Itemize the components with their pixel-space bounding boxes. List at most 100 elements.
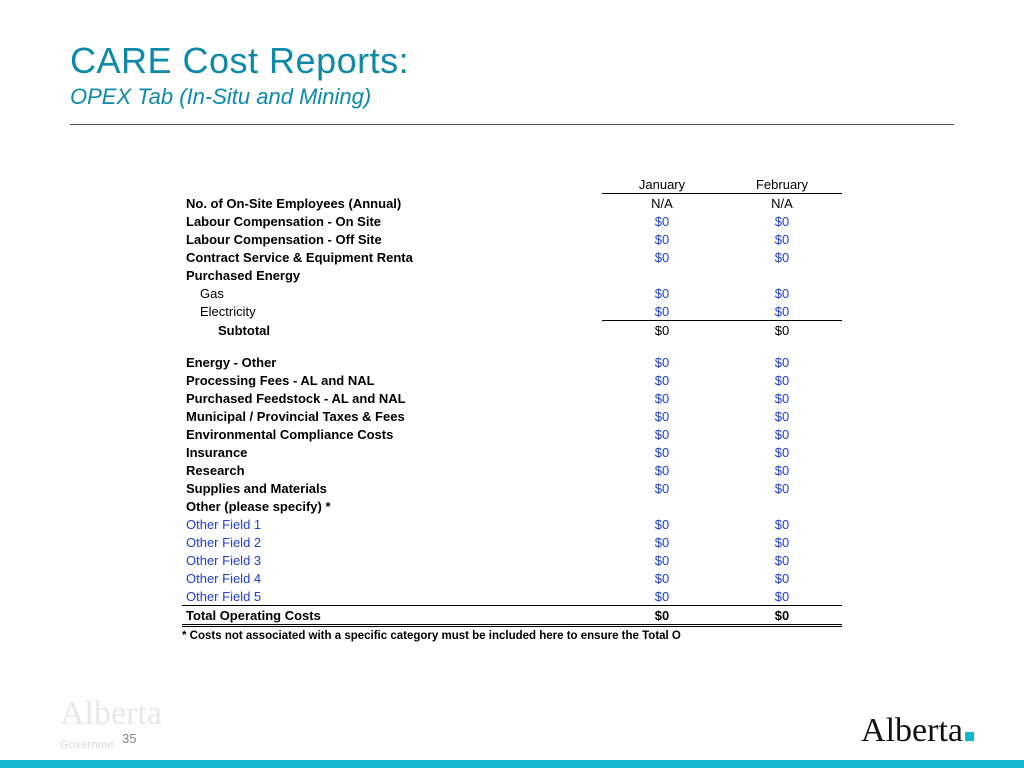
table-row: Energy - Other$0$0: [182, 353, 842, 371]
cell-jan: $0: [602, 212, 722, 230]
cell-jan: $0: [602, 461, 722, 479]
row-label: Municipal / Provincial Taxes & Fees: [182, 407, 602, 425]
cell-jan: $0: [602, 389, 722, 407]
table-row: Environmental Compliance Costs$0$0: [182, 425, 842, 443]
cell-feb: [722, 266, 842, 284]
cell-jan: [602, 339, 722, 353]
cell-jan: $0: [602, 587, 722, 606]
slide-subtitle: OPEX Tab (In-Situ and Mining): [70, 84, 954, 110]
cell-feb: $0: [722, 212, 842, 230]
table-row: Processing Fees - AL and NAL$0$0: [182, 371, 842, 389]
cell-jan: $0: [602, 569, 722, 587]
cell-feb: $0: [722, 569, 842, 587]
cell-feb: $0: [722, 230, 842, 248]
col-header-jan: January: [602, 175, 722, 194]
row-label: Labour Compensation - Off Site: [182, 230, 602, 248]
table-row: Research$0$0: [182, 461, 842, 479]
table-row: [182, 339, 842, 353]
cell-jan: $0: [602, 533, 722, 551]
cell-feb: $0: [722, 302, 842, 321]
cell-feb: $0: [722, 551, 842, 569]
table-row: Labour Compensation - Off Site$0$0: [182, 230, 842, 248]
cell-feb: $0: [722, 248, 842, 266]
cell-feb: $0: [722, 353, 842, 371]
cell-jan: N/A: [602, 194, 722, 213]
cell-feb: $0: [722, 407, 842, 425]
table-row: Purchased Energy: [182, 266, 842, 284]
row-label: Total Operating Costs: [182, 606, 602, 626]
cell-jan: $0: [602, 479, 722, 497]
table-footnote: * Costs not associated with a specific c…: [182, 630, 842, 642]
table-row: Other Field 3$0$0: [182, 551, 842, 569]
cell-jan: $0: [602, 230, 722, 248]
header-rule: [70, 124, 954, 125]
table-row: Municipal / Provincial Taxes & Fees$0$0: [182, 407, 842, 425]
opex-table-container: January February No. of On-Site Employee…: [182, 175, 842, 642]
cell-jan: [602, 497, 722, 515]
cell-feb: [722, 497, 842, 515]
page-number: 35: [122, 731, 136, 746]
cell-feb: $0: [722, 389, 842, 407]
row-label: Subtotal: [182, 321, 602, 340]
row-label: Research: [182, 461, 602, 479]
cell-feb: $0: [722, 443, 842, 461]
row-label: Labour Compensation - On Site: [182, 212, 602, 230]
cell-feb: $0: [722, 461, 842, 479]
table-row: Other (please specify) *: [182, 497, 842, 515]
table-row: Purchased Feedstock - AL and NAL$0$0: [182, 389, 842, 407]
row-label: Supplies and Materials: [182, 479, 602, 497]
row-label: Other Field 3: [182, 551, 602, 569]
table-row: Other Field 5$0$0: [182, 587, 842, 606]
cell-feb: $0: [722, 587, 842, 606]
row-label: Purchased Energy: [182, 266, 602, 284]
col-header-feb: February: [722, 175, 842, 194]
cell-jan: [602, 266, 722, 284]
cell-jan: $0: [602, 321, 722, 340]
logo-square-icon: [965, 732, 974, 741]
cell-jan: $0: [602, 551, 722, 569]
table-row: Other Field 1$0$0: [182, 515, 842, 533]
row-label: Other (please specify) *: [182, 497, 602, 515]
table-row: Supplies and Materials$0$0: [182, 479, 842, 497]
row-label: Purchased Feedstock - AL and NAL: [182, 389, 602, 407]
alberta-gov-logo-watermark: Alberta Governme: [60, 702, 162, 750]
cell-feb: $0: [722, 284, 842, 302]
cell-feb: $0: [722, 479, 842, 497]
cell-feb: $0: [722, 425, 842, 443]
cell-jan: $0: [602, 425, 722, 443]
cell-jan: $0: [602, 443, 722, 461]
row-label: [182, 339, 602, 353]
cell-jan: $0: [602, 353, 722, 371]
row-label: Environmental Compliance Costs: [182, 425, 602, 443]
table-row: Other Field 4$0$0: [182, 569, 842, 587]
row-label: Insurance: [182, 443, 602, 461]
cell-jan: $0: [602, 284, 722, 302]
table-row: Insurance$0$0: [182, 443, 842, 461]
cell-feb: $0: [722, 533, 842, 551]
row-label: Other Field 1: [182, 515, 602, 533]
table-header-row: January February: [182, 175, 842, 194]
cell-jan: $0: [602, 515, 722, 533]
slide-title: CARE Cost Reports:: [70, 40, 954, 82]
row-label: Contract Service & Equipment Renta: [182, 248, 602, 266]
opex-table: January February No. of On-Site Employee…: [182, 175, 842, 627]
table-row: Electricity$0$0: [182, 302, 842, 321]
row-label: Gas: [182, 284, 602, 302]
cell-feb: N/A: [722, 194, 842, 213]
table-row: Subtotal$0$0: [182, 321, 842, 340]
cell-feb: $0: [722, 606, 842, 626]
table-row: Gas$0$0: [182, 284, 842, 302]
cell-jan: $0: [602, 248, 722, 266]
cell-jan: $0: [602, 407, 722, 425]
alberta-logo: Alberta: [861, 712, 974, 750]
slide-header: CARE Cost Reports: OPEX Tab (In-Situ and…: [0, 0, 1024, 118]
row-label: Processing Fees - AL and NAL: [182, 371, 602, 389]
table-row: Total Operating Costs$0$0: [182, 606, 842, 626]
table-row: No. of On-Site Employees (Annual)N/AN/A: [182, 194, 842, 213]
row-label: Electricity: [182, 302, 602, 321]
row-label: Energy - Other: [182, 353, 602, 371]
row-label: Other Field 4: [182, 569, 602, 587]
cell-feb: [722, 339, 842, 353]
cell-feb: $0: [722, 515, 842, 533]
row-label: Other Field 2: [182, 533, 602, 551]
